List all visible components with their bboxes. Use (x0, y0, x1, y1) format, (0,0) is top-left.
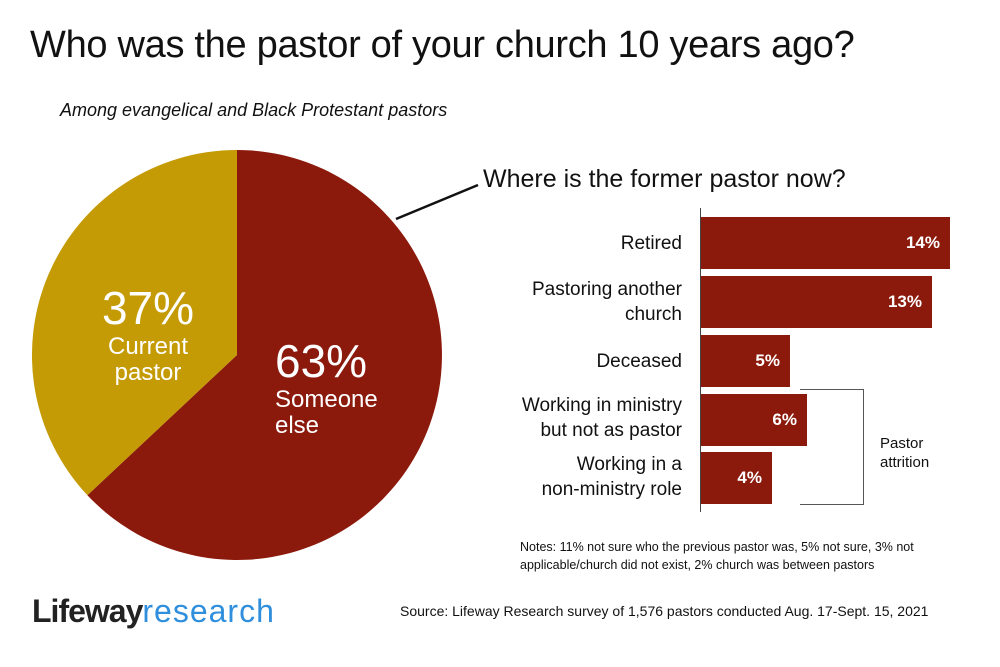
chart-subtitle: Among evangelical and Black Protestant p… (60, 100, 448, 120)
attrition-bracket (800, 389, 864, 505)
bar-chart-title: Where is the former pastor now? (483, 165, 846, 193)
label-current-1: Current (107, 332, 189, 360)
lifeway-logo: Lifewayresearch (32, 593, 275, 630)
cat-line: but not as pastor (540, 420, 682, 441)
source: Source: Lifeway Research survey of 1,576… (400, 603, 929, 619)
cat-line: Retired (620, 233, 682, 254)
logo-research: research (142, 593, 275, 629)
bar-category: Retired (621, 231, 682, 256)
bar-retired: 14% (701, 217, 950, 269)
bar-non-ministry: 4% (701, 452, 772, 504)
pct-current: 37% (101, 282, 195, 334)
bar-pastoring-another: 13% (701, 276, 932, 328)
pie-slice-current-pastor (31, 149, 237, 496)
pie-label-current: 37% Current pastor (88, 283, 208, 386)
cat-line: church (624, 304, 682, 325)
attrition-line1: Pastor (880, 435, 924, 452)
cat-line: Working in a (576, 454, 682, 475)
attrition-line2: attrition (880, 454, 930, 471)
attrition-label: Pastor attrition (880, 434, 929, 472)
callout-line (395, 183, 479, 221)
cat-line: non-ministry role (541, 479, 682, 500)
bar-category: Deceased (596, 349, 682, 374)
pie-label-else: 63% Someone else (275, 336, 415, 439)
bar-axis (700, 208, 701, 512)
bar-category: Pastoring another church (532, 277, 682, 327)
label-current-2: pastor (114, 358, 182, 386)
notes: Notes: 11% not sure who the previous pas… (520, 540, 914, 572)
pct-else: 63% (275, 335, 368, 387)
cat-line: Pastoring another (532, 279, 682, 300)
label-else-2: else (275, 411, 320, 439)
logo-lifeway: Lifeway (32, 593, 143, 629)
bar-category: Working in ministry but not as pastor (522, 393, 682, 443)
pie-slice-someone-else (87, 150, 442, 561)
bar-category: Working in a non-ministry role (542, 452, 682, 502)
chart-title: Who was the pastor of your church 10 yea… (30, 24, 855, 66)
cat-line: Working in ministry (521, 395, 682, 416)
bar-deceased: 5% (701, 335, 790, 387)
cat-line: Deceased (596, 351, 682, 372)
bar-working-ministry: 6% (701, 394, 807, 446)
label-else-1: Someone (275, 385, 378, 413)
